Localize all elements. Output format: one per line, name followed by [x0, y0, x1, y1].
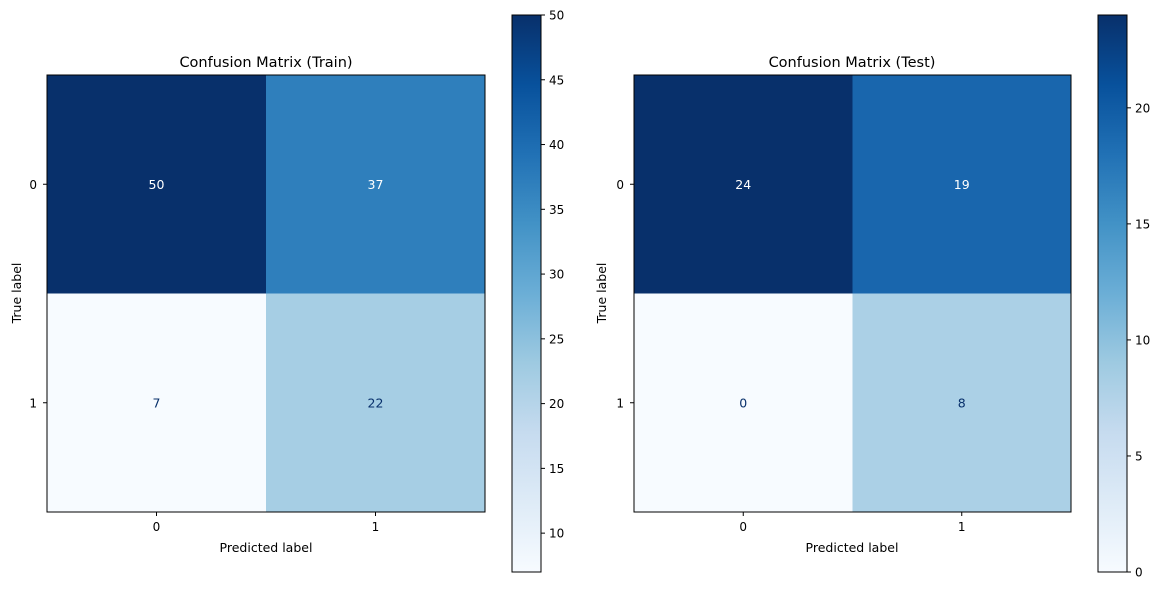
- test-cell-value-r1-c0: 0: [739, 395, 747, 410]
- train-colorbar-tick-label-6: 40: [549, 138, 564, 152]
- train-colorbar-frame: [511, 14, 542, 573]
- test-axes-frame: [633, 74, 1072, 513]
- train-colorbar-tick-label-2: 20: [549, 397, 564, 411]
- test-x-axis-label: Predicted label: [806, 540, 899, 555]
- train-colorbar-tick-label-0: 10: [549, 527, 564, 541]
- train-colorbar-tick-label-7: 45: [549, 73, 564, 87]
- train-cell-r1-c0: [47, 293, 266, 512]
- train-colorbar-tick-label-8: 50: [549, 9, 564, 23]
- test-colorbar-tick-label-4: 20: [1135, 101, 1150, 115]
- train-colorbar-tick-label-3: 25: [549, 332, 564, 346]
- train-cell-r1-c1: [266, 293, 485, 512]
- test-cell-value-r1-c1: 8: [958, 395, 966, 410]
- test-y-axis-label: True label: [594, 263, 609, 325]
- train-cell-r0-c1: [266, 75, 485, 294]
- train-x-tick-label-1: 1: [372, 520, 380, 534]
- train-matrix-cells: 50 37 7 22: [47, 75, 485, 512]
- train-colorbar-gradient: [512, 15, 541, 572]
- train-y-ticks: 01: [29, 178, 47, 410]
- test-chart-title: Confusion Matrix (Test): [769, 55, 936, 71]
- train-cell-value-r0-c0: 50: [149, 177, 165, 192]
- test-colorbar-tick-label-1: 5: [1135, 449, 1143, 463]
- train-x-axis-label: Predicted label: [220, 540, 313, 555]
- train-y-axis-label: True label: [9, 263, 24, 325]
- train-colorbar-tick-label-5: 35: [549, 203, 564, 217]
- train-colorbar-tick-label-1: 15: [549, 462, 564, 476]
- test-colorbar-frame: [1097, 14, 1128, 573]
- train-colorbar-tick-label-4: 30: [549, 268, 564, 282]
- test-x-tick-label-0: 0: [739, 520, 747, 534]
- train-y-tick-label-0: 0: [29, 178, 37, 192]
- test-colorbar-tick-label-2: 10: [1135, 333, 1150, 347]
- test-colorbar-tick-label-3: 15: [1135, 217, 1150, 231]
- test-y-tick-label-0: 0: [616, 178, 624, 192]
- test-colorbar-gradient: [1098, 15, 1127, 572]
- train-x-tick-label-0: 0: [153, 520, 161, 534]
- test-cell-r1-c0: [634, 293, 853, 512]
- test-cell-r1-c1: [852, 293, 1071, 512]
- test-y-tick-label-1: 1: [616, 396, 624, 410]
- test-cell-value-r0-c1: 19: [954, 177, 970, 192]
- train-cell-value-r1-c1: 22: [368, 395, 384, 410]
- train-colorbar: 10 15 20 25 30 35 40 45 50: [511, 9, 564, 573]
- test-cell-value-r0-c0: 24: [735, 177, 751, 192]
- test-colorbar-tick-label-0: 0: [1135, 566, 1143, 580]
- train-cell-value-r1-c0: 7: [153, 395, 161, 410]
- train-y-tick-label-1: 1: [29, 396, 37, 410]
- test-matrix-cells: 24 19 0 8: [634, 75, 1071, 512]
- test-cell-r0-c1: [852, 75, 1071, 294]
- test-x-tick-label-1: 1: [958, 520, 966, 534]
- train-axes-frame: [46, 74, 486, 513]
- train-cell-value-r0-c1: 37: [368, 177, 384, 192]
- test-cell-r0-c0: [634, 75, 853, 294]
- train-chart-title: Confusion Matrix (Train): [179, 55, 352, 71]
- test-colorbar: 0 5 10 15 20: [1097, 14, 1150, 580]
- test-y-ticks: 01: [616, 178, 634, 410]
- train-cell-r0-c0: [47, 75, 266, 294]
